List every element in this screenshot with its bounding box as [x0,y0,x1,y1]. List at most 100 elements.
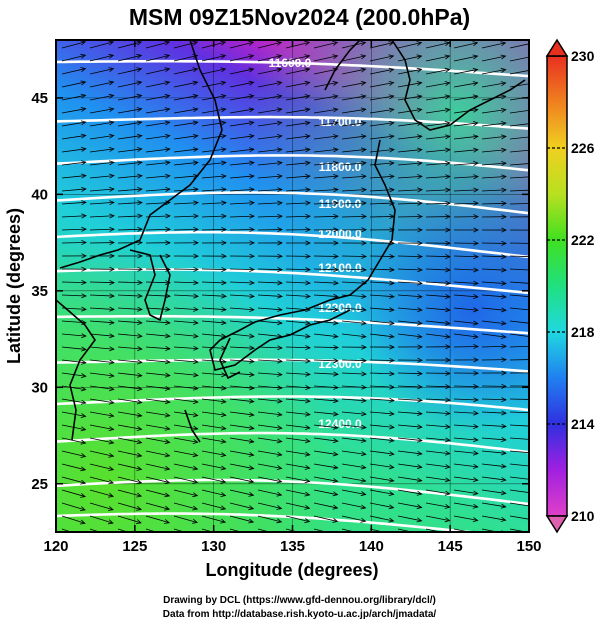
wind-arrow-head [164,93,171,99]
wind-arrow [173,450,198,457]
wind-arrow [89,281,115,284]
wind-arrow-head [361,267,367,273]
wind-arrow-head [360,517,367,523]
wind-arrow [145,307,170,310]
wind-arrow-head [108,80,115,86]
wind-arrow-head [333,280,339,286]
wind-arrow-head [136,492,143,498]
wind-arrow [61,437,86,444]
wind-arrow [313,489,338,496]
wind-arrow [369,424,394,428]
wind-arrow [61,228,86,231]
wind-arrow [201,188,226,192]
wind-arrow [229,162,254,166]
wind-arrow-head [277,320,283,326]
wind-arrow [369,372,394,375]
wind-arrow [453,162,478,166]
wind-arrow [453,149,478,153]
wind-arrow-head [501,227,507,233]
wind-arrow-head [220,438,227,444]
wind-arrow-head [136,426,143,431]
wind-arrow-head [220,80,227,86]
wind-arrow [369,476,394,482]
wind-arrow-head [220,398,227,404]
wind-arrow [61,41,86,49]
wind-arrow-head [389,174,395,180]
wind-arrow-head [360,107,367,113]
wind-arrow [313,281,338,284]
wind-arrow [369,122,394,127]
wind-arrow [425,463,450,468]
wind-arrow-head [444,320,451,326]
wind-arrow-head [416,81,423,86]
wind-arrow-head [444,67,451,73]
wind-arrow-head [164,372,171,378]
wind-arrow-head [305,227,311,233]
wind-arrow [117,346,142,350]
wind-arrow-head [444,464,451,469]
contour-line [56,59,529,78]
wind-arrow-head [81,333,87,339]
wind-arrow-head [137,173,143,179]
wind-arrow-head [109,213,115,219]
wind-arrow-head [501,370,507,376]
wind-arrow-head [472,333,479,339]
wind-arrow-head [249,200,255,206]
wind-arrow [425,149,450,153]
wind-arrow-head [472,107,479,113]
wind-arrow [173,385,198,390]
wind-arrow [173,294,198,297]
wind-arrow [201,424,226,430]
wind-arrow [117,228,143,231]
wind-arrow [89,515,114,524]
wind-arrow-head [164,533,169,537]
wind-arrow [397,55,422,62]
wind-arrow [369,108,394,114]
wind-arrow [117,202,142,205]
wind-arrow-head [417,280,423,286]
wind-arrow-head [277,200,283,206]
wind-arrow [61,476,86,484]
wind-arrow [285,68,310,75]
wind-arrow [117,121,142,127]
wind-arrow-head [108,93,115,99]
contour-line [56,191,529,215]
colorbar-tick-label: 218 [571,324,595,340]
wind-arrow-head [164,492,171,498]
wind-arrow-head [277,227,283,233]
colorbar: 230 226 222 218 214 210 [545,38,595,534]
wind-arrow [397,202,422,205]
wind-arrow-head [248,465,255,471]
wind-arrow-head [332,147,339,153]
wind-arrow [201,398,226,403]
wind-arrow-head [136,160,143,166]
wind-arrow-head [416,437,423,443]
wind-arrow [229,476,254,483]
wind-arrow [229,307,254,311]
wind-arrow [425,135,450,140]
wind-arrow-head [500,463,507,469]
wind-arrow [173,175,198,179]
wind-arrow-head [248,94,255,99]
wind-arrow [89,528,101,532]
x-tick-label: 140 [359,538,384,555]
wind-arrow [173,121,198,127]
wind-arrow-head [445,187,451,193]
wind-arrow [425,268,450,271]
wind-arrow [89,135,114,140]
wind-arrow-head [220,505,227,511]
wind-arrow-head [276,491,283,497]
credit-data: Data from http://database.rish.kyoto-u.a… [162,609,437,620]
wind-arrow-head [164,439,171,445]
wind-arrow-head [136,452,143,458]
wind-arrow-head [444,503,451,509]
coastlines [56,40,526,443]
wind-arrow [229,411,254,416]
wind-arrow [145,135,170,140]
wind-arrow-head [108,492,114,498]
wind-arrow-head [445,174,451,180]
wind-arrow-head [276,478,283,484]
wind-arrow-head [136,412,143,418]
wind-arrow-head [249,358,255,364]
wind-arrow [453,515,478,521]
